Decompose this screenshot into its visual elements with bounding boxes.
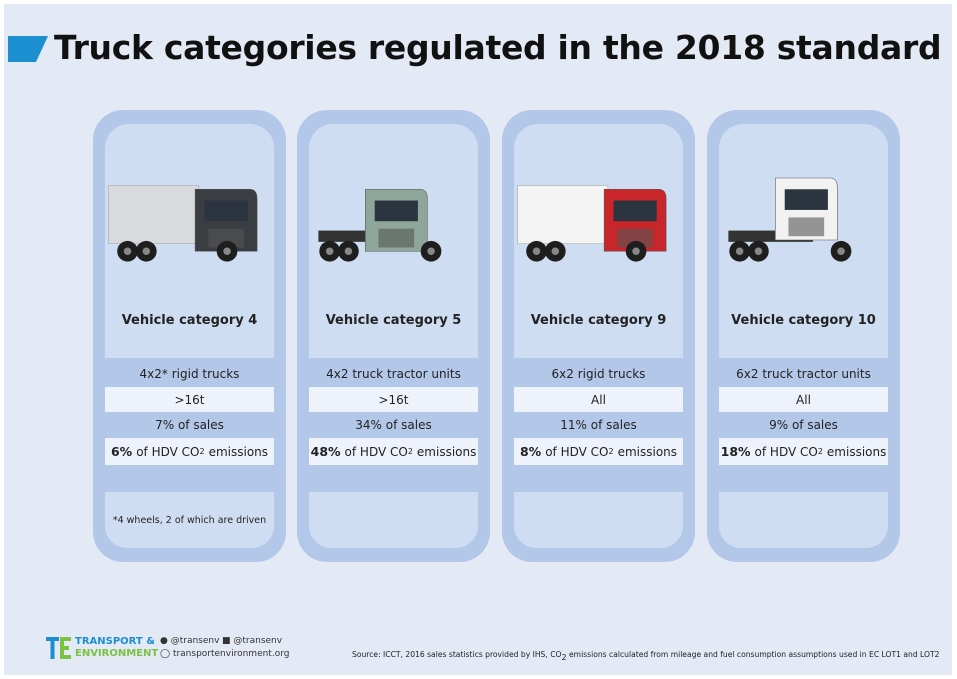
weight: >16t	[105, 387, 274, 412]
emissions: 18% of HDV CO 2 emissions	[719, 438, 888, 465]
source: Source: ICCT, 2016 sales statistics prov…	[352, 650, 939, 662]
website-url: transportenvironment.org	[172, 649, 290, 659]
emissions: 48% of HDV CO 2 emissions	[309, 438, 478, 465]
emissions-end: emissions	[416, 444, 477, 459]
axles: 6x2 truck tractor units	[736, 367, 871, 381]
footnote: *4 wheels, 2 of which are driven	[112, 514, 267, 526]
emissions-end: emissions	[617, 444, 678, 459]
emissions-end: emissions	[826, 444, 887, 459]
card-bottom-panel: *4 wheels, 2 of which are driven	[105, 492, 274, 548]
truck-illustration	[318, 188, 442, 262]
footer: TRANSPORT & ENVIRONMENT ● @transenv ■ @t…	[0, 630, 957, 670]
emissions-share: 8%	[519, 444, 542, 459]
twitter: ● @transenv	[160, 636, 220, 646]
website: ◯ transportenvironment.org	[160, 649, 290, 659]
category: Vehicle category 9	[530, 313, 667, 328]
emissions-text: of HDV CO	[754, 444, 818, 459]
sales: 9% of sales	[769, 418, 838, 432]
sales: 7% of sales	[155, 418, 224, 432]
truck-illustration	[108, 185, 258, 262]
card-bottom-panel	[719, 492, 888, 548]
emissions-text: of HDV CO	[344, 444, 408, 459]
emissions-share: 48%	[310, 444, 341, 459]
source-text: Source: ICCT, 2016 sales statistics prov…	[352, 650, 562, 659]
card-top-panel	[719, 124, 888, 358]
twitter-handle: @transenv	[170, 636, 220, 646]
card: Vehicle category 4 4x2* rigid trucks >16t 7…	[93, 110, 286, 562]
source-sub: 2	[561, 653, 567, 662]
card-top-panel	[309, 124, 478, 358]
emissions-sub: 2	[199, 447, 205, 456]
axles: 4x2 truck tractor units	[326, 367, 461, 381]
card-bottom-panel	[514, 492, 683, 548]
emissions-share: 6%	[110, 444, 133, 459]
emissions-text: of HDV CO	[136, 444, 200, 459]
brand-line: ENVIRONMENT	[75, 648, 159, 659]
title-marker	[8, 36, 48, 62]
category: Vehicle category 10	[731, 313, 876, 328]
card: Vehicle category 5 4x2 truck tractor unit…	[297, 110, 490, 562]
category: Vehicle category 4	[121, 313, 258, 328]
weight: >16t	[309, 387, 478, 412]
emissions-sub: 2	[608, 447, 614, 456]
truck-illustration	[728, 177, 852, 262]
category: Vehicle category 5	[325, 313, 462, 328]
facebook: ■ @transenv	[222, 636, 283, 646]
emissions: 6% of HDV CO 2 emissions	[105, 438, 274, 465]
sales: 34% of sales	[355, 418, 432, 432]
axles: 6x2 rigid trucks	[551, 367, 646, 381]
card-top-panel	[514, 124, 683, 358]
weight: All	[514, 387, 683, 412]
title: Truck categories regulated in the 2018 s…	[54, 28, 942, 67]
weight: All	[719, 387, 888, 412]
card: Vehicle category 10 6x2 truck tractor uni…	[707, 110, 900, 562]
axles: 4x2* rigid trucks	[139, 367, 240, 381]
emissions-sub: 2	[817, 447, 823, 456]
source-end: emissions calculated from mileage and fu…	[569, 650, 940, 659]
emissions-share: 18%	[720, 444, 751, 459]
logo	[46, 637, 71, 659]
emissions-text: of HDV CO	[545, 444, 609, 459]
sales: 11% of sales	[560, 418, 637, 432]
facebook-handle: @transenv	[233, 636, 283, 646]
card: Vehicle category 9 6x2 rigid trucks All 11%…	[502, 110, 695, 562]
emissions: 8% of HDV CO 2 emissions	[514, 438, 683, 465]
emissions-end: emissions	[208, 444, 269, 459]
brand-line: TRANSPORT &	[75, 636, 155, 647]
truck-illustration	[517, 185, 667, 262]
card-bottom-panel	[309, 492, 478, 548]
emissions-sub: 2	[407, 447, 413, 456]
card-top-panel	[105, 124, 274, 358]
